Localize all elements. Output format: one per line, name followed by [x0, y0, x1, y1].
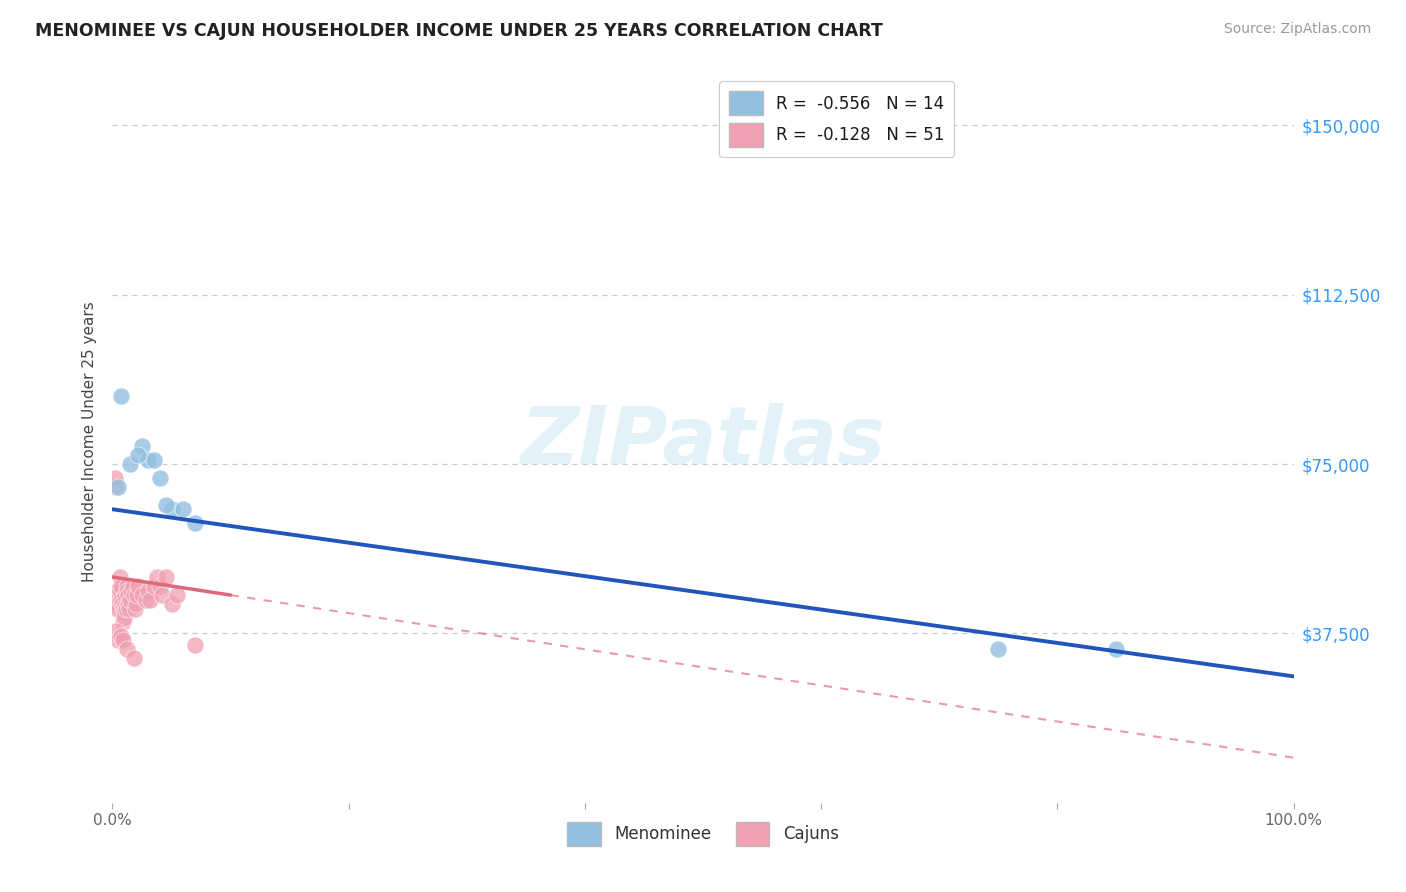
Point: [160, 597, 183, 611]
Point: [125, 597, 148, 611]
Text: Source: ZipAtlas.com: Source: ZipAtlas.com: [1223, 22, 1371, 37]
Point: [115, 642, 138, 657]
Point: [110, 389, 132, 403]
Point: [146, 570, 169, 584]
Point: [110, 592, 132, 607]
Point: [131, 588, 153, 602]
Point: [112, 615, 135, 630]
Point: [104, 470, 127, 484]
Point: [136, 452, 159, 467]
Point: [118, 601, 141, 615]
Point: [111, 597, 134, 611]
Point: [124, 601, 146, 615]
Point: [115, 579, 138, 593]
Point: [120, 583, 142, 598]
Point: [160, 502, 183, 516]
Point: [166, 588, 188, 602]
Point: [112, 610, 135, 624]
Legend: Menominee, Cajuns: Menominee, Cajuns: [561, 815, 845, 852]
Point: [117, 597, 139, 611]
Point: [105, 588, 128, 602]
Point: [142, 452, 165, 467]
Point: [104, 480, 127, 494]
Point: [111, 601, 134, 615]
Point: [110, 629, 132, 643]
Point: [172, 502, 194, 516]
Point: [121, 579, 143, 593]
Point: [105, 583, 128, 598]
Point: [112, 606, 135, 620]
Point: [108, 601, 131, 615]
Point: [142, 579, 165, 593]
Point: [114, 588, 136, 602]
Point: [114, 597, 136, 611]
Point: [135, 592, 157, 607]
Point: [107, 480, 129, 494]
Point: [107, 592, 129, 607]
Point: [120, 457, 142, 471]
Point: [117, 588, 139, 602]
Point: [155, 570, 177, 584]
Point: [155, 498, 177, 512]
Point: [127, 448, 149, 462]
Point: [115, 601, 138, 615]
Point: [122, 651, 145, 665]
Point: [108, 583, 131, 598]
Point: [184, 516, 207, 530]
Text: MENOMINEE VS CAJUN HOUSEHOLDER INCOME UNDER 25 YEARS CORRELATION CHART: MENOMINEE VS CAJUN HOUSEHOLDER INCOME UN…: [35, 22, 883, 40]
Point: [1105, 642, 1128, 657]
Point: [105, 601, 128, 615]
Point: [107, 597, 129, 611]
Point: [184, 638, 207, 652]
Point: [127, 579, 149, 593]
Text: ZIPatlas: ZIPatlas: [520, 402, 886, 481]
Point: [117, 583, 138, 598]
Point: [105, 624, 128, 639]
Point: [149, 579, 172, 593]
Point: [110, 579, 132, 593]
Point: [108, 570, 131, 584]
Point: [987, 642, 1010, 657]
Point: [150, 588, 173, 602]
Point: [149, 470, 172, 484]
Point: [139, 592, 162, 607]
Point: [112, 633, 135, 648]
Point: [127, 588, 149, 602]
Y-axis label: Householder Income Under 25 years: Householder Income Under 25 years: [82, 301, 97, 582]
Point: [122, 588, 145, 602]
Point: [136, 583, 159, 598]
Point: [131, 439, 153, 453]
Point: [107, 633, 129, 648]
Point: [120, 592, 142, 607]
